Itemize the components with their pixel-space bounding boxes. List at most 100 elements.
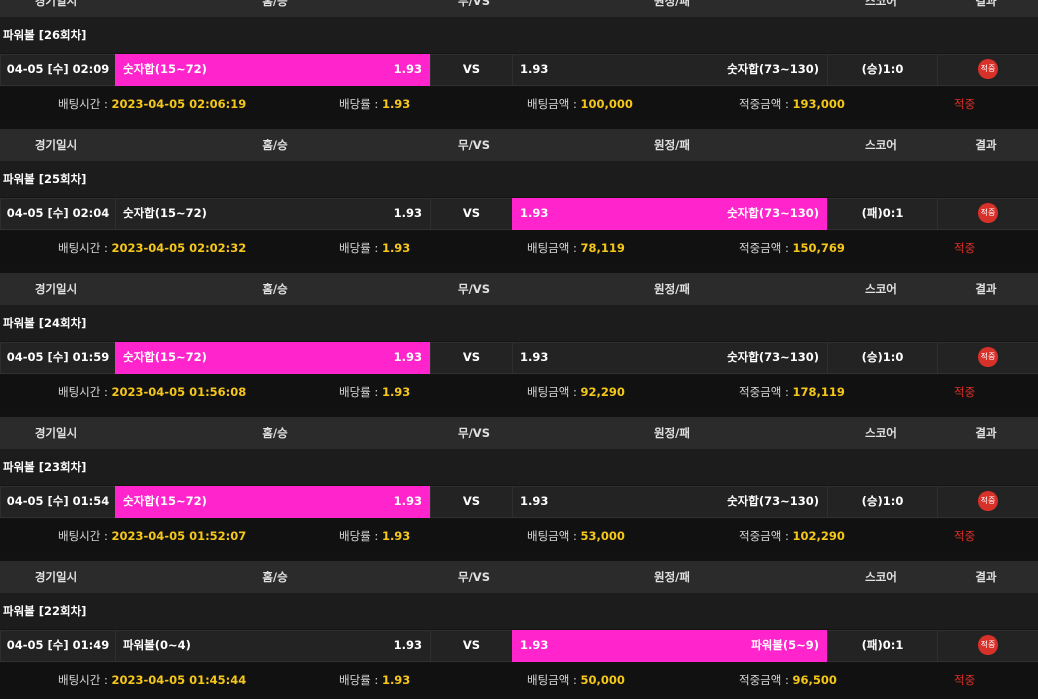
info-label: 배팅시간 : [58, 385, 108, 399]
column-header: 원정/패 [654, 570, 690, 584]
info-item: 배팅금액 : 53,000 [527, 519, 625, 553]
info-row: 배팅시간 : 2023-04-05 01:56:08 배당률 : 1.93 배팅금액… [0, 375, 1038, 409]
column-header: 무/VS [458, 0, 490, 8]
away-cell: 1.93 파워볼(5~9) [512, 630, 828, 662]
column-header: 홈/승 [262, 426, 288, 440]
info-item: 적중금액 : 178,119 [739, 375, 845, 409]
info-item: 배당률 : 1.93 [339, 375, 410, 409]
game-title: 파워볼 [24회차] [0, 305, 1038, 341]
info-label: 배당률 : [339, 385, 379, 399]
info-value: 2023-04-05 02:06:19 [111, 97, 247, 111]
info-value: 2023-04-05 01:45:44 [111, 673, 247, 687]
away-label: 숫자합(73~130) [727, 206, 819, 220]
home-label: 파워볼(0~4) [123, 638, 191, 652]
info-value: 2023-04-05 01:56:08 [111, 385, 247, 399]
column-header: 경기일시 [34, 426, 78, 440]
column-header: 결과 [975, 282, 997, 296]
column-header: 결과 [975, 0, 997, 8]
result-cell: 적중 [937, 486, 1038, 518]
result-cell: 적중 [937, 630, 1038, 662]
info-value: 2023-04-05 01:52:07 [111, 529, 247, 543]
column-header: 경기일시 [34, 138, 78, 152]
home-odds: 1.93 [393, 62, 422, 76]
home-odds: 1.93 [393, 494, 422, 508]
info-item: 배팅금액 : 78,119 [527, 231, 625, 265]
game-title: 파워볼 [26회차] [0, 17, 1038, 53]
info-row: 배팅시간 : 2023-04-05 01:52:07 배당률 : 1.93 배팅금액… [0, 519, 1038, 553]
info-item: 배당률 : 1.93 [339, 519, 410, 553]
result-badge: 적중 [978, 203, 998, 223]
info-item: 배팅시간 : 2023-04-05 01:56:08 [58, 375, 246, 409]
info-value: 78,119 [580, 241, 625, 255]
info-item: 배팅금액 : 100,000 [527, 87, 633, 121]
column-header: 홈/승 [262, 0, 288, 8]
info-label: 배당률 : [339, 97, 379, 111]
away-label: 숫자합(73~130) [727, 350, 819, 364]
match-row: 04-05 [수] 01:59 숫자합(15~72) 1.93 VS 1.93 숫자합(7… [0, 341, 1038, 375]
info-value: 92,290 [580, 385, 625, 399]
vs-cell: VS [430, 198, 513, 230]
home-cell: 숫자합(15~72) 1.93 [115, 342, 431, 374]
column-header: 홈/승 [262, 570, 288, 584]
match-row: 04-05 [수] 02:04 숫자합(15~72) 1.93 VS 1.93 숫자합(7… [0, 197, 1038, 231]
match-row: 04-05 [수] 01:54 숫자합(15~72) 1.93 VS 1.93 숫자합(7… [0, 485, 1038, 519]
home-label: 숫자합(15~72) [123, 206, 207, 220]
result-badge: 적중 [978, 347, 998, 367]
info-label: 배팅금액 : [527, 241, 577, 255]
info-value: 96,500 [792, 673, 837, 687]
vs-cell: VS [430, 54, 513, 86]
info-label: 적중금액 : [739, 529, 789, 543]
score-cell: (승)1:0 [827, 342, 938, 374]
away-cell: 1.93 숫자합(73~130) [512, 342, 828, 374]
info-value: 1.93 [381, 385, 411, 399]
info-value: 53,000 [580, 529, 625, 543]
column-header: 무/VS [458, 426, 490, 440]
info-value: 193,000 [792, 97, 845, 111]
away-odds: 1.93 [520, 350, 549, 364]
vs-cell: VS [430, 342, 513, 374]
result-text: 적중 [954, 241, 976, 255]
info-item: 배팅시간 : 2023-04-05 02:06:19 [58, 87, 246, 121]
result-text: 적중 [954, 97, 976, 111]
info-item: 배팅금액 : 92,290 [527, 375, 625, 409]
date-cell: 04-05 [수] 02:09 [0, 54, 116, 86]
info-value: 1.93 [381, 673, 411, 687]
home-cell: 숫자합(15~72) 1.93 [115, 198, 431, 230]
column-header: 홈/승 [262, 138, 288, 152]
away-odds: 1.93 [520, 62, 549, 76]
result-cell: 적중 [937, 198, 1038, 230]
info-value: 178,119 [792, 385, 845, 399]
info-label: 배팅시간 : [58, 673, 108, 687]
home-odds: 1.93 [393, 206, 422, 220]
info-label: 배팅시간 : [58, 241, 108, 255]
date-cell: 04-05 [수] 01:59 [0, 342, 116, 374]
game-title: 파워볼 [22회차] [0, 593, 1038, 629]
column-header: 결과 [975, 426, 997, 440]
result-text: 적중 [954, 385, 976, 399]
away-cell: 1.93 숫자합(73~130) [512, 486, 828, 518]
info-label: 배팅금액 : [527, 673, 577, 687]
result-badge: 적중 [978, 491, 998, 511]
info-item: 적중금액 : 150,769 [739, 231, 845, 265]
header-row: 경기일시 홈/승 무/VS 원정/패 스코어 결과 [0, 129, 1038, 161]
column-header: 결과 [975, 138, 997, 152]
score-cell: (승)1:0 [827, 54, 938, 86]
away-label: 파워볼(5~9) [751, 638, 819, 652]
info-label: 적중금액 : [739, 673, 789, 687]
info-item: 배당률 : 1.93 [339, 663, 410, 697]
info-label: 적중금액 : [739, 385, 789, 399]
home-odds: 1.93 [393, 638, 422, 652]
column-header: 결과 [975, 570, 997, 584]
info-row: 배팅시간 : 2023-04-05 01:45:44 배당률 : 1.93 배팅금액… [0, 663, 1038, 697]
away-cell: 1.93 숫자합(73~130) [512, 198, 828, 230]
vs-cell: VS [430, 486, 513, 518]
vs-cell: VS [430, 630, 513, 662]
result-badge: 적중 [978, 635, 998, 655]
home-label: 숫자합(15~72) [123, 350, 207, 364]
info-item: 배팅금액 : 50,000 [527, 663, 625, 697]
game-title: 파워볼 [25회차] [0, 161, 1038, 197]
home-label: 숫자합(15~72) [123, 62, 207, 76]
result-cell: 적중 [937, 342, 1038, 374]
home-label: 숫자합(15~72) [123, 494, 207, 508]
